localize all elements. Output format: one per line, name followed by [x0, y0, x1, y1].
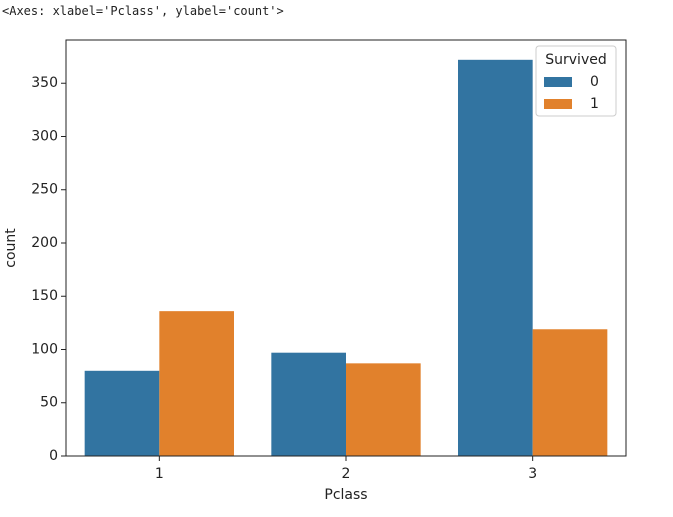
- x-tick-label: 3: [528, 466, 537, 482]
- legend-title: Survived: [545, 52, 606, 68]
- legend-swatch: [544, 77, 572, 87]
- x-tick-label: 2: [342, 466, 351, 482]
- legend-swatch: [544, 99, 572, 109]
- output-text: <Axes: xlabel='Pclass', ylabel='count'>: [2, 4, 284, 18]
- legend-label: 0: [590, 74, 599, 90]
- bar: [271, 352, 346, 456]
- bar: [532, 329, 608, 456]
- y-tick-label: 250: [31, 182, 58, 198]
- bar: [346, 363, 421, 456]
- x-tick-label: 1: [155, 466, 164, 482]
- y-tick-label: 0: [49, 448, 58, 464]
- legend-label: 1: [590, 96, 599, 112]
- y-tick-label: 50: [40, 395, 58, 411]
- bar: [84, 370, 160, 456]
- y-tick-label: 350: [31, 75, 58, 91]
- bar: [159, 311, 234, 456]
- x-axis-label: Pclass: [324, 487, 367, 503]
- y-tick-label: 200: [31, 235, 58, 251]
- y-axis-label: count: [3, 228, 19, 268]
- y-tick-label: 300: [31, 128, 58, 144]
- legend-box: [535, 45, 617, 117]
- plot-frame: [65, 39, 627, 457]
- bar: [458, 59, 533, 457]
- y-tick-label: 100: [31, 341, 58, 357]
- y-tick-label: 150: [31, 288, 58, 304]
